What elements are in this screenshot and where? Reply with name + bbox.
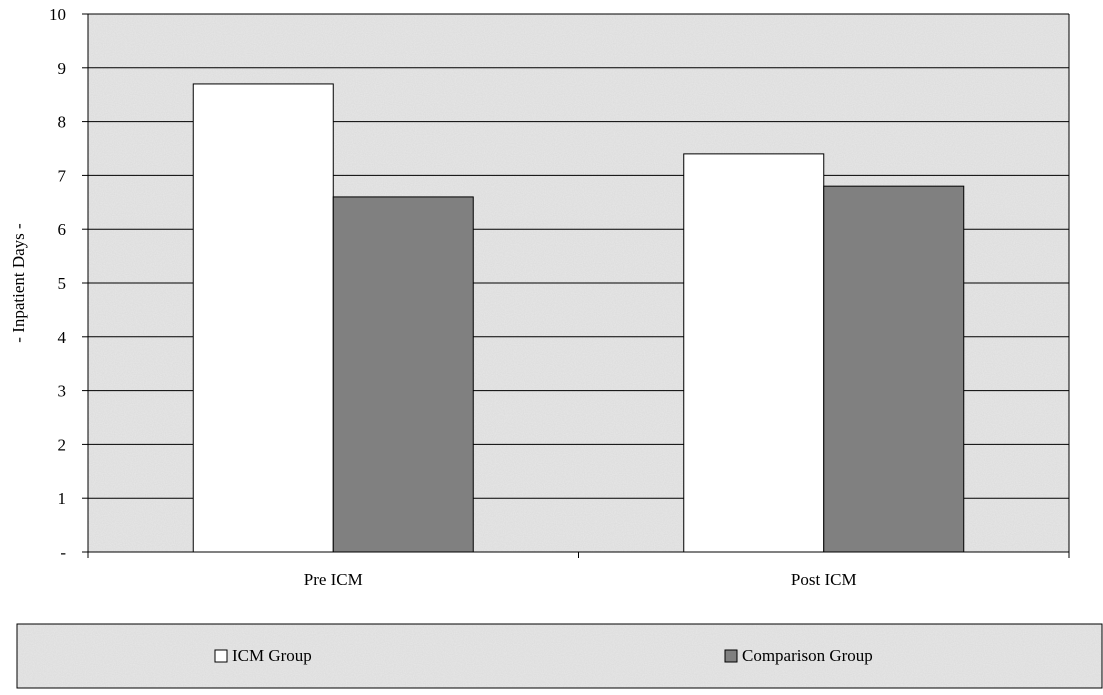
x-category-label: Post ICM	[791, 570, 857, 589]
bar-icm-group-pre-icm	[192, 83, 334, 553]
bar-comparison-group-pre-icm	[332, 196, 474, 553]
y-tick-label: 4	[58, 328, 67, 347]
legend-box	[17, 624, 1102, 688]
x-category-label: Pre ICM	[304, 570, 363, 589]
legend-border	[16, 623, 1103, 689]
bars	[192, 83, 965, 553]
y-tick-label: 6	[58, 220, 67, 239]
y-tick-label: -	[60, 543, 66, 562]
legend: ICM Group Comparison Group	[16, 623, 1103, 689]
legend-label-comparison-group: Comparison Group	[742, 646, 873, 665]
y-tick-label: 2	[58, 435, 67, 454]
legend-items: ICM Group Comparison Group	[214, 646, 873, 665]
legend-swatch-icm-group	[214, 649, 228, 663]
y-tick-label: 10	[49, 5, 66, 24]
axes	[82, 13, 1070, 558]
legend-label-icm-group: ICM Group	[232, 646, 312, 665]
x-tick-labels: Pre ICM Post ICM	[304, 570, 857, 589]
y-tick-labels: - 1 2 3 4 5 6 7 8 9 10	[49, 5, 67, 562]
legend-swatch-comparison-group	[724, 649, 738, 663]
y-tick-label: 3	[58, 382, 67, 401]
y-tick-label: 7	[58, 166, 67, 185]
y-axis-title: - Inpatient Days -	[9, 223, 28, 343]
bar-icm-group-post-icm	[683, 153, 825, 553]
y-tick-label: 9	[58, 59, 67, 78]
y-tick-label: 8	[58, 113, 67, 132]
y-tick-label: 5	[58, 274, 67, 293]
y-tick-label: 1	[58, 489, 67, 508]
bar-comparison-group-post-icm	[823, 185, 965, 553]
